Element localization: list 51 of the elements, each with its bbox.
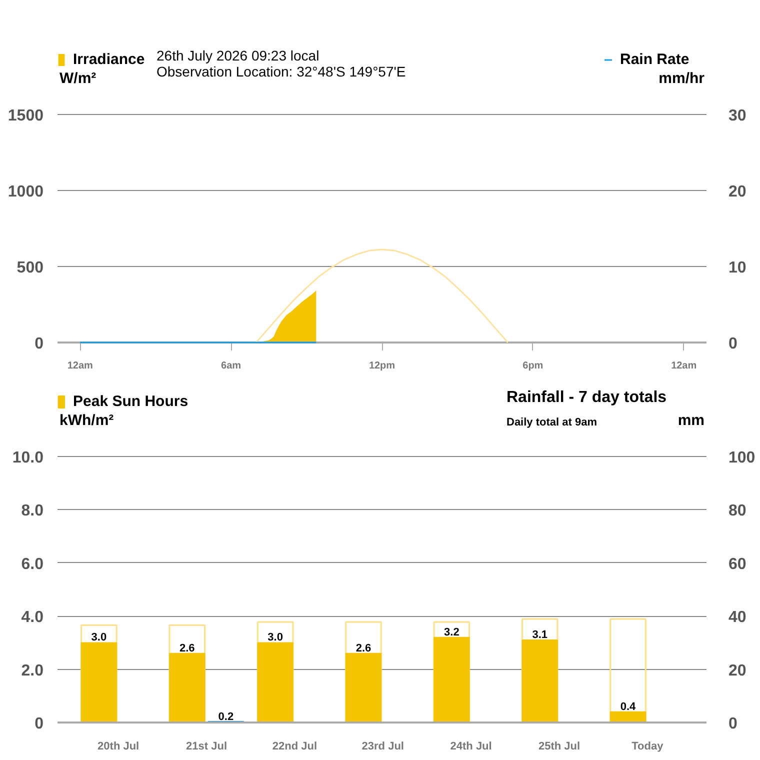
y2-tick-label: 80 (728, 502, 746, 520)
y2-tick-label: 0 (728, 336, 738, 352)
y2-tick-label: 30 (728, 108, 746, 124)
y-axis-title: kWh/m² (60, 412, 114, 429)
y2-tick-label: 0 (728, 716, 738, 732)
y2-tick-label: 100 (728, 450, 756, 466)
data-label: 3.1 (532, 629, 548, 642)
y2-tick-label: 60 (728, 556, 746, 573)
chart-title: Rainfall - 7 day totals (506, 389, 667, 406)
data-label: 3.0 (91, 632, 107, 644)
y2-axis-title: mm (678, 412, 705, 429)
y2-tick-label: 40 (728, 609, 746, 626)
data-label: 0.4 (620, 700, 637, 713)
y2-tick-label: 20 (728, 662, 746, 680)
x-tick-label: 6am (221, 360, 242, 372)
chart-title: 26th July 2026 09:23 local (156, 48, 320, 64)
legend-label: Rain Rate (620, 51, 690, 68)
data-label: 2.6 (356, 642, 372, 654)
y-tick-label: 8.0 (21, 502, 44, 520)
y-tick-label: 6.0 (21, 556, 44, 573)
y-tick-label: 1000 (8, 184, 44, 200)
x-tick-label: 12am (67, 360, 94, 372)
legend-label: Peak Sun Hours (73, 393, 188, 410)
y-tick-label: 500 (16, 260, 44, 276)
chart-subtitle: Daily total at 9am (506, 416, 598, 428)
y2-tick-label: 10 (728, 260, 746, 276)
y-tick-label: 10.0 (12, 450, 44, 466)
x-tick-label: 12pm (368, 360, 396, 372)
y-tick-label: 2.0 (21, 662, 44, 680)
y-tick-label: 1500 (8, 108, 44, 124)
x-tick-label: 25th Jul (538, 740, 580, 752)
y2-axis-title: mm/hr (658, 70, 705, 87)
chart-subtitle: Observation Location: 32°48'S 149°57'E (156, 64, 406, 80)
x-tick-label: 24th Jul (450, 740, 492, 752)
x-tick-label: 12am (671, 360, 697, 372)
data-label: 2.6 (179, 642, 195, 654)
y-tick-label: 0 (34, 336, 44, 352)
x-tick-label: 23rd Jul (362, 740, 404, 752)
y-tick-label: 0 (34, 716, 44, 732)
data-label: 3.2 (444, 626, 460, 638)
x-tick-label: 6pm (522, 360, 544, 372)
y-tick-label: 4.0 (21, 609, 44, 626)
y-axis-title: W/m² (60, 70, 96, 87)
x-tick-label: Today (632, 740, 664, 752)
x-tick-label: 22nd Jul (272, 740, 318, 752)
x-tick-label: 20th Jul (98, 740, 140, 752)
data-label: 0.2 (218, 710, 234, 723)
x-tick-label: 21st Jul (186, 740, 228, 752)
y2-tick-label: 20 (728, 184, 746, 200)
legend-label: Irradiance (73, 51, 145, 68)
data-label: 3.0 (268, 632, 283, 644)
